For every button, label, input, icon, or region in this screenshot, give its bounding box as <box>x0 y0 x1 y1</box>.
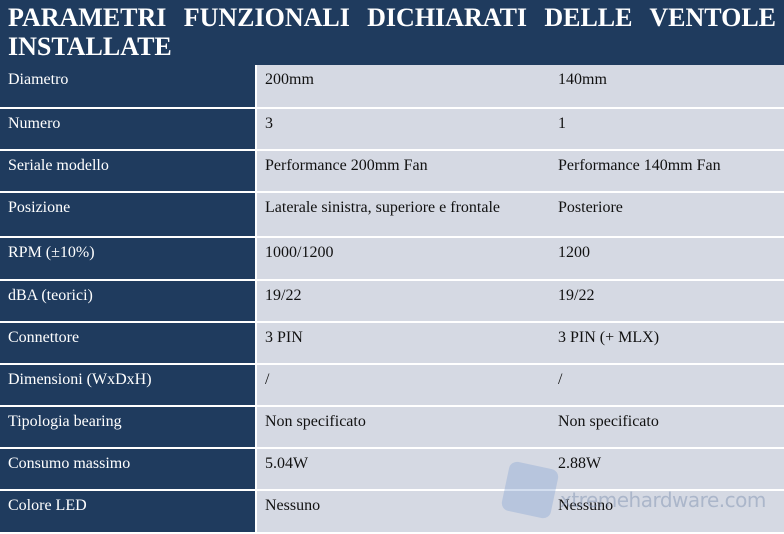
cell: 3 PIN <box>256 322 550 365</box>
row-label: Consumo massimo <box>0 448 257 491</box>
cell: 140mm <box>550 65 784 109</box>
row-label: Dimensioni (WxDxH) <box>0 364 257 407</box>
table-row: Dimensioni (WxDxH) / / <box>0 364 784 407</box>
row-label: dBA (teorici) <box>0 280 257 323</box>
row-label: Diametro <box>0 65 257 109</box>
table-row: Connettore 3 PIN 3 PIN (+ MLX) <box>0 322 784 365</box>
cell: 3 PIN (+ MLX) <box>550 322 784 365</box>
watermark-logo <box>500 460 560 520</box>
table-row: RPM (±10%) 1000/1200 1200 <box>0 237 784 281</box>
table-row: Colore LED Nessuno Nessuno <box>0 490 784 534</box>
cell: Non specificato <box>256 406 550 449</box>
table-row: Consumo massimo 5.04W 2.88W <box>0 448 784 491</box>
watermark: xtremehardware.com <box>560 488 766 512</box>
table-row: dBA (teorici) 19/22 19/22 <box>0 280 784 323</box>
cell: Laterale sinistra, superiore e frontale <box>256 192 550 238</box>
title-band: PARAMETRI FUNZIONALI DICHIARATI DELLE VE… <box>0 0 784 65</box>
cell: Non specificato <box>550 406 784 449</box>
cell: 1000/1200 <box>256 237 550 281</box>
cell: 3 <box>256 108 550 151</box>
cell: 19/22 <box>256 280 550 323</box>
cell: 1200 <box>550 237 784 281</box>
cell: 19/22 <box>550 280 784 323</box>
cell: 1 <box>550 108 784 151</box>
cell: Performance 200mm Fan <box>256 150 550 193</box>
table-row: Tipologia bearing Non specificato Non spec… <box>0 406 784 449</box>
cell: 5.04W <box>256 448 550 491</box>
table-row: Diametro 200mm 140mm <box>0 65 784 109</box>
table-row: Seriale modello Performance 200mm Fan Perf… <box>0 150 784 193</box>
row-label: Posizione <box>0 192 257 238</box>
spec-table: Diametro 200mm 140mm Numero 3 1 Seriale modell… <box>0 65 784 534</box>
cell: Posteriore <box>550 192 784 238</box>
cell: / <box>256 364 550 407</box>
cell: Performance 140mm Fan <box>550 150 784 193</box>
cell: 2.88W <box>550 448 784 491</box>
row-label: Tipologia bearing <box>0 406 257 449</box>
row-label: Connettore <box>0 322 257 365</box>
table-row: Numero 3 1 <box>0 108 784 151</box>
row-label: Seriale modello <box>0 150 257 193</box>
cell: Nessuno <box>256 490 550 534</box>
title: PARAMETRI FUNZIONALI DICHIARATI DELLE VE… <box>8 3 776 61</box>
row-label: RPM (±10%) <box>0 237 257 281</box>
row-label: Colore LED <box>0 490 257 534</box>
row-label: Numero <box>0 108 257 151</box>
cell: Nessuno <box>550 490 784 534</box>
table-row: Posizione Laterale sinistra, superiore e … <box>0 192 784 238</box>
cell: 200mm <box>256 65 550 109</box>
cell: / <box>550 364 784 407</box>
